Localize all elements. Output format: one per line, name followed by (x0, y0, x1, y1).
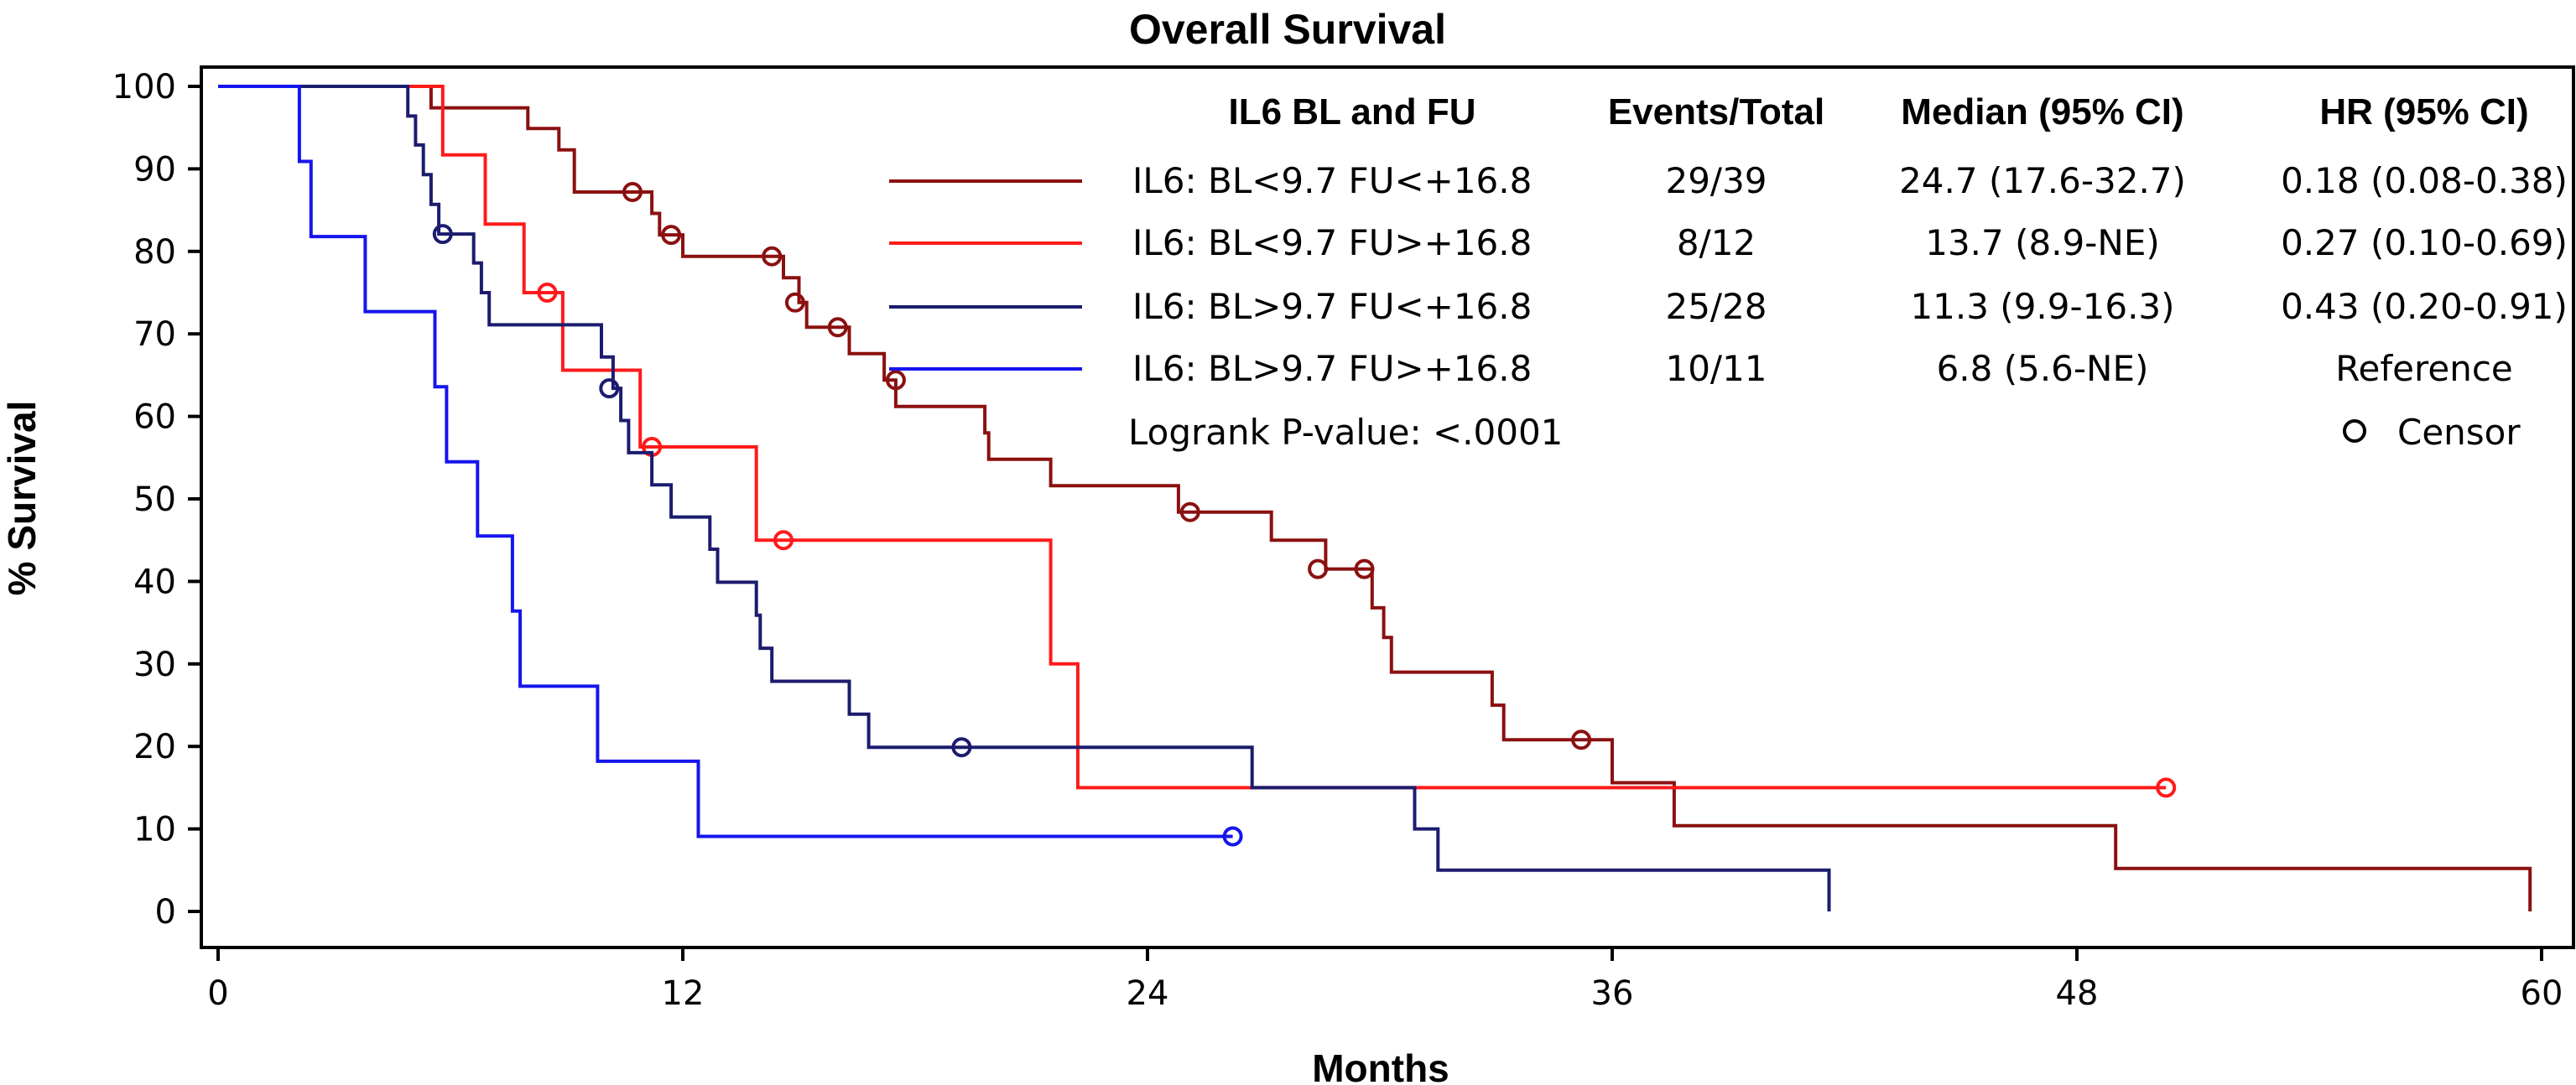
censor-mark (661, 225, 682, 246)
censor-mark (762, 246, 783, 267)
legend-header-group: IL6 BL and FU (1229, 91, 1476, 132)
legend-hr-4: Reference (2335, 348, 2513, 389)
x-axis-title: Months (1312, 1046, 1449, 1085)
y-tick-label: 60 (133, 398, 176, 437)
legend-median-2: 13.7 (8.9-NE) (1925, 222, 2160, 263)
y-tick-label: 100 (112, 68, 176, 106)
legend-events-1: 29/39 (1665, 160, 1767, 201)
legend-hr-3: 0.43 (0.20-0.91) (2281, 286, 2568, 327)
legend-label-3: IL6: BL>9.7 FU<+16.8 (1132, 286, 1532, 327)
y-tick-label: 70 (133, 315, 176, 354)
y-tick-label: 80 (133, 233, 176, 272)
legend-label-2: IL6: BL<9.7 FU>+16.8 (1132, 222, 1532, 263)
legend-header-events: Events/Total (1608, 91, 1824, 132)
x-tick-label: 12 (662, 974, 705, 1013)
x-tick-label: 48 (2056, 974, 2099, 1013)
series-layer (218, 85, 2532, 911)
y-tick-label: 40 (133, 563, 176, 601)
legend-median-4: 6.8 (5.6-NE) (1937, 348, 2149, 389)
chart-title: Overall Survival (1129, 6, 1446, 53)
legend-median-1: 24.7 (17.6-32.7) (1899, 160, 2186, 201)
survival-curve-1 (218, 85, 2532, 911)
censor-mark (622, 182, 643, 202)
censor-mark (1222, 826, 1243, 847)
censor-mark (1308, 558, 1329, 579)
censor-mark (773, 530, 794, 551)
censor-mark (599, 378, 620, 399)
y-axis-title: % Survival (0, 401, 44, 596)
legend-row: IL6: BL>9.7 FU<+16.8 25/28 11.3 (9.9-16.… (889, 286, 2568, 327)
legend-hr-1: 0.18 (0.08-0.38) (2281, 160, 2568, 201)
censor-mark (885, 370, 906, 391)
survival-curve-2 (218, 85, 2167, 790)
survival-curve-3 (218, 85, 1831, 911)
censor-mark (1179, 501, 1200, 522)
legend-label-1: IL6: BL<9.7 FU<+16.8 (1132, 160, 1532, 201)
legend-header-hr: HR (95% CI) (2319, 91, 2528, 132)
legend-row: IL6: BL<9.7 FU<+16.8 29/39 24.7 (17.6-32… (889, 160, 2568, 201)
censor-mark (2156, 777, 2177, 798)
y-tick-label: 10 (133, 811, 176, 849)
y-tick-label: 50 (133, 480, 176, 519)
legend-label-4: IL6: BL>9.7 FU>+16.8 (1132, 348, 1532, 389)
x-tick-label: 60 (2521, 974, 2563, 1013)
plot-frame (200, 65, 2575, 949)
censor-legend-label: Censor (2397, 412, 2521, 453)
legend-row: IL6: BL>9.7 FU>+16.8 10/11 6.8 (5.6-NE) … (889, 348, 2513, 389)
censor-mark (1354, 558, 1375, 579)
legend: IL6 BL and FU Events/Total Median (95% C… (889, 91, 2568, 453)
series-3 (218, 85, 1831, 911)
series-1 (218, 85, 2532, 911)
y-tick-label: 90 (133, 150, 176, 189)
series-4 (218, 85, 1243, 847)
censor-mark (784, 292, 805, 313)
x-tick-label: 0 (207, 974, 228, 1013)
censor-mark (827, 317, 848, 338)
x-tick-label: 24 (1127, 974, 1169, 1013)
censor-marker-icon (2343, 419, 2366, 443)
x-axis: 0 12 24 36 48 60 (207, 947, 2563, 1013)
legend-median-3: 11.3 (9.9-16.3) (1910, 286, 2174, 327)
legend-row: IL6: BL<9.7 FU>+16.8 8/12 13.7 (8.9-NE) … (889, 222, 2568, 263)
censor-mark (432, 224, 453, 245)
y-tick-label: 0 (155, 893, 176, 932)
legend-header-median: Median (95% CI) (1901, 91, 2183, 132)
censor-mark (951, 737, 972, 758)
legend-events-3: 25/28 (1665, 286, 1767, 327)
series-2 (218, 85, 2177, 798)
censor-mark (1571, 729, 1592, 750)
x-tick-label: 36 (1591, 974, 1634, 1013)
legend-events-4: 10/11 (1665, 348, 1767, 389)
y-tick-label: 20 (133, 728, 176, 766)
censor-mark (537, 283, 558, 303)
legend-hr-2: 0.27 (0.10-0.69) (2281, 222, 2568, 263)
y-tick-label: 30 (133, 646, 176, 684)
logrank-pvalue: Logrank P-value: <.0001 (1128, 412, 1563, 453)
survival-curve-4 (218, 85, 1233, 838)
legend-events-2: 8/12 (1677, 222, 1756, 263)
y-axis: 0 10 20 30 40 50 60 70 80 90 100 (112, 68, 201, 932)
